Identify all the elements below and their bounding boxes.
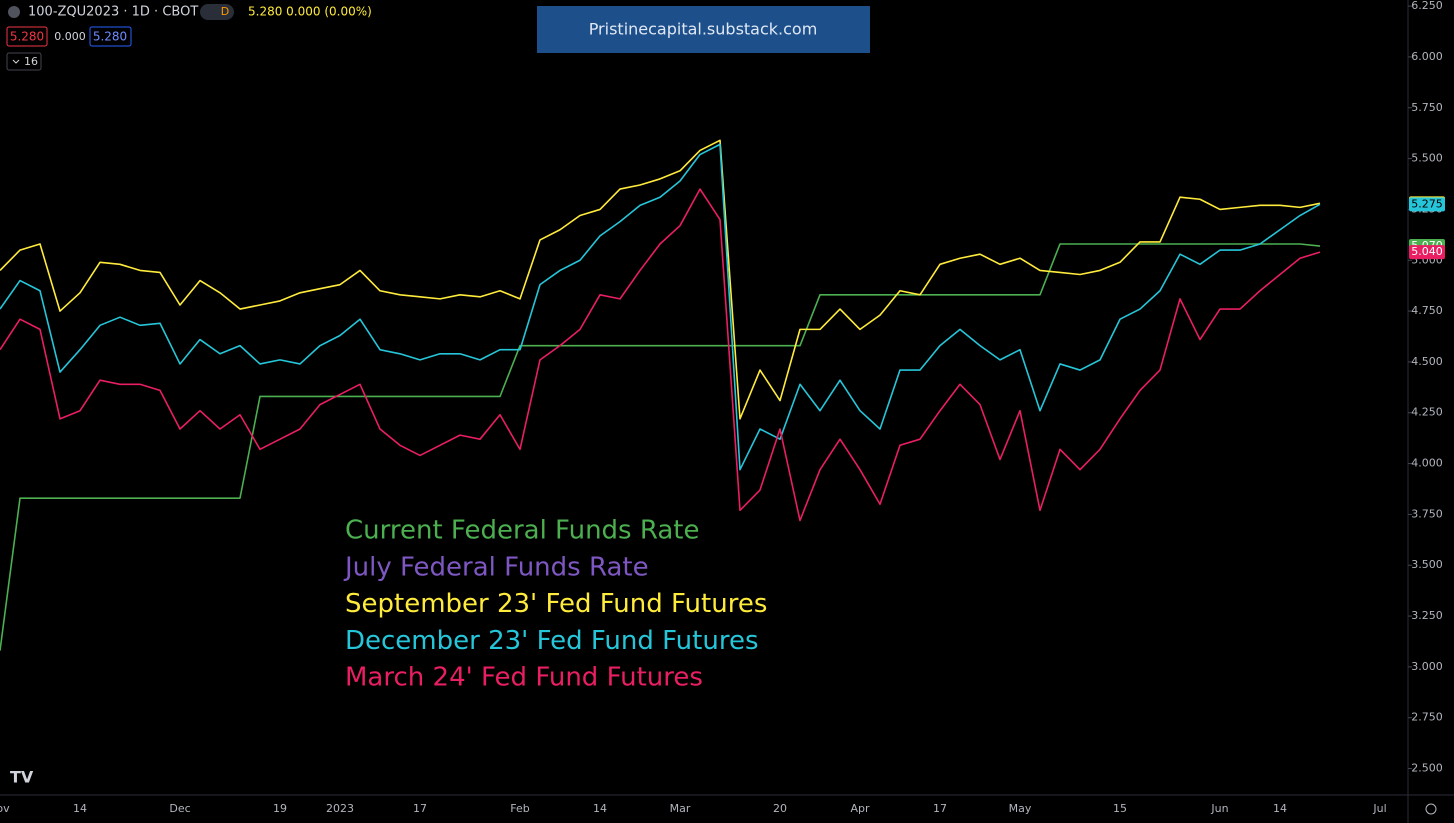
x-tick-label: Apr: [850, 802, 870, 815]
y-tick-label: 4.250: [1411, 406, 1443, 419]
indicator-toggle[interactable]: [6, 52, 42, 71]
interval-pill[interactable]: [200, 4, 234, 20]
y-tick-label: 3.250: [1411, 609, 1443, 622]
y-tick-label: 6.250: [1411, 0, 1443, 12]
series-line: [0, 143, 1321, 471]
x-tick-label: 17: [933, 802, 947, 815]
x-tick-label: 19: [273, 802, 287, 815]
watermark: Pristinecapital.substack.com: [589, 20, 818, 39]
price-tag-label: 5.275: [1411, 197, 1443, 210]
legend-entry: September 23' Fed Fund Futures: [345, 589, 767, 619]
y-tick-label: 5.500: [1411, 152, 1443, 165]
price-tag: [1409, 245, 1445, 260]
series-line: [0, 188, 1321, 522]
y-tick-label: 4.000: [1411, 457, 1443, 470]
legend-entry: March 24' Fed Fund Futures: [345, 663, 703, 693]
watermark-box: [537, 6, 870, 53]
y-tick-label: 2.750: [1411, 711, 1443, 724]
x-tick-label: 14: [73, 802, 87, 815]
legend-entry: July Federal Funds Rate: [343, 552, 649, 582]
bid: 5.280: [10, 30, 44, 44]
y-tick-label: 2.500: [1411, 762, 1443, 775]
y-tick-label: 5.750: [1411, 101, 1443, 114]
price-tag-label: 5.040: [1411, 245, 1443, 258]
settings-icon[interactable]: [1425, 803, 1437, 815]
series-line: [0, 243, 1321, 651]
quote: 5.280 0.000 (0.00%): [248, 5, 372, 19]
y-tick-label: 3.500: [1411, 558, 1443, 571]
x-tick-label: May: [1009, 802, 1032, 815]
y-tick-label: 3.000: [1411, 660, 1443, 673]
symbol-icon: [8, 6, 20, 18]
y-tick-label: 4.750: [1411, 304, 1443, 317]
y-tick-label: 4.500: [1411, 355, 1443, 368]
x-tick-label: 14: [593, 802, 607, 815]
ask-box[interactable]: [89, 26, 132, 47]
change: 0.000: [54, 30, 86, 43]
x-tick-label: 14: [1273, 802, 1287, 815]
x-tick-label: ov: [0, 802, 10, 815]
x-tick-label: 2023: [326, 802, 354, 815]
x-tick-label: Jul: [1372, 802, 1386, 815]
x-tick-label: Mar: [670, 802, 691, 815]
plot-area: [0, 139, 1321, 651]
bid-box[interactable]: [6, 26, 48, 47]
x-tick-label: Dec: [169, 802, 190, 815]
symbol: 100-ZQU2023 · 1D · CBOT: [28, 5, 198, 20]
series-line: [0, 139, 1321, 420]
x-tick-label: Feb: [510, 802, 529, 815]
legend-entry: Current Federal Funds Rate: [345, 516, 699, 546]
x-tick-label: 15: [1113, 802, 1127, 815]
interval-badge: D: [221, 5, 229, 18]
x-tick-label: 20: [773, 802, 787, 815]
chevron: [12, 59, 20, 64]
legend-entry: December 23' Fed Fund Futures: [345, 626, 759, 656]
x-tick-label: 17: [413, 802, 427, 815]
indicator-count: 16: [24, 55, 38, 68]
price-tag: [1409, 197, 1445, 212]
y-tick-label: 6.000: [1411, 50, 1443, 63]
logo: TV: [10, 768, 34, 787]
y-tick-label: 3.750: [1411, 507, 1443, 520]
ask: 5.280: [93, 30, 127, 44]
x-tick-label: Jun: [1210, 802, 1228, 815]
